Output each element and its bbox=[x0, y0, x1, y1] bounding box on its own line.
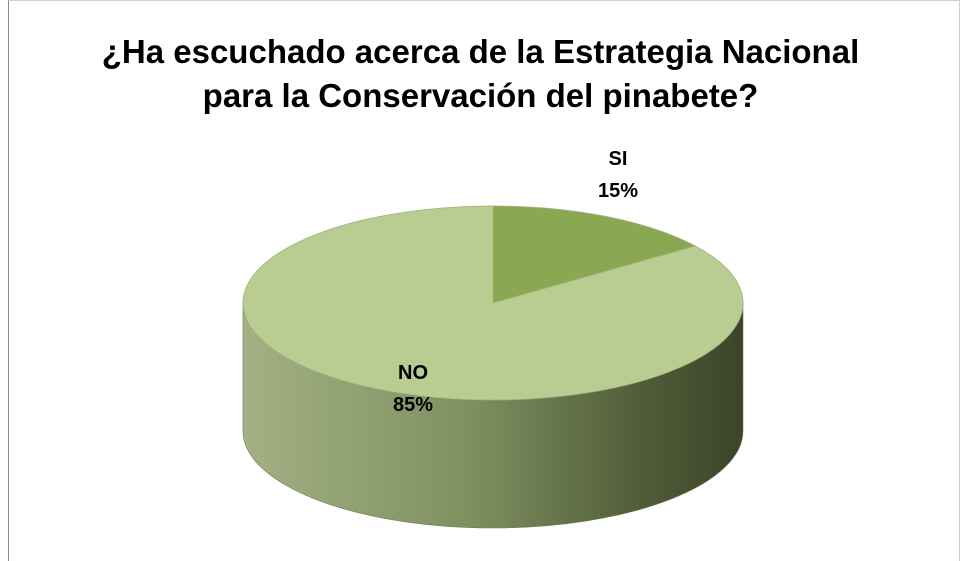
pie-slice-si bbox=[492, 205, 697, 304]
slice-label-si: SI bbox=[609, 148, 628, 170]
chart-title: ¿Ha escuchado acerca de la Estrategia Na… bbox=[0, 30, 961, 118]
chart-title-line-2: para la Conservación del pinabete? bbox=[202, 77, 759, 114]
chart-title-line-1: ¿Ha escuchado acerca de la Estrategia Na… bbox=[101, 33, 860, 70]
slice-percent-si: 15% bbox=[598, 180, 638, 202]
slice-percent-no: 85% bbox=[393, 394, 433, 416]
chart-frame bbox=[8, 0, 960, 561]
slice-label-no: NO bbox=[398, 362, 428, 384]
pie-slice-no bbox=[242, 205, 744, 401]
